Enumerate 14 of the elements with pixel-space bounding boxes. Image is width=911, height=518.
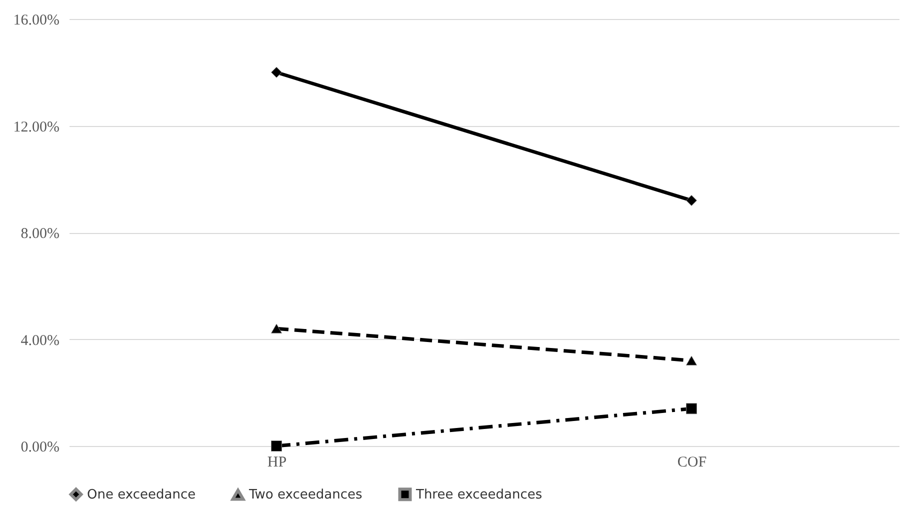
legend-label: Two exceedances (248, 488, 362, 503)
point (686, 194, 697, 206)
y-tick-label: 4.00% (20, 332, 60, 349)
y-tick-label: 16.00% (13, 12, 60, 28)
legend-label: One exceedance (87, 487, 196, 502)
x-tick-label: COF (677, 454, 707, 470)
y-tick-label: 8.00% (20, 226, 60, 242)
legend-label: Three exceedances (415, 487, 542, 502)
y-tick-label: 12.00% (13, 119, 60, 136)
point (271, 66, 282, 78)
point (686, 403, 697, 414)
x-tick-label: HP (267, 454, 287, 470)
point (271, 440, 282, 452)
y-tick-label: 0.00% (20, 440, 60, 456)
